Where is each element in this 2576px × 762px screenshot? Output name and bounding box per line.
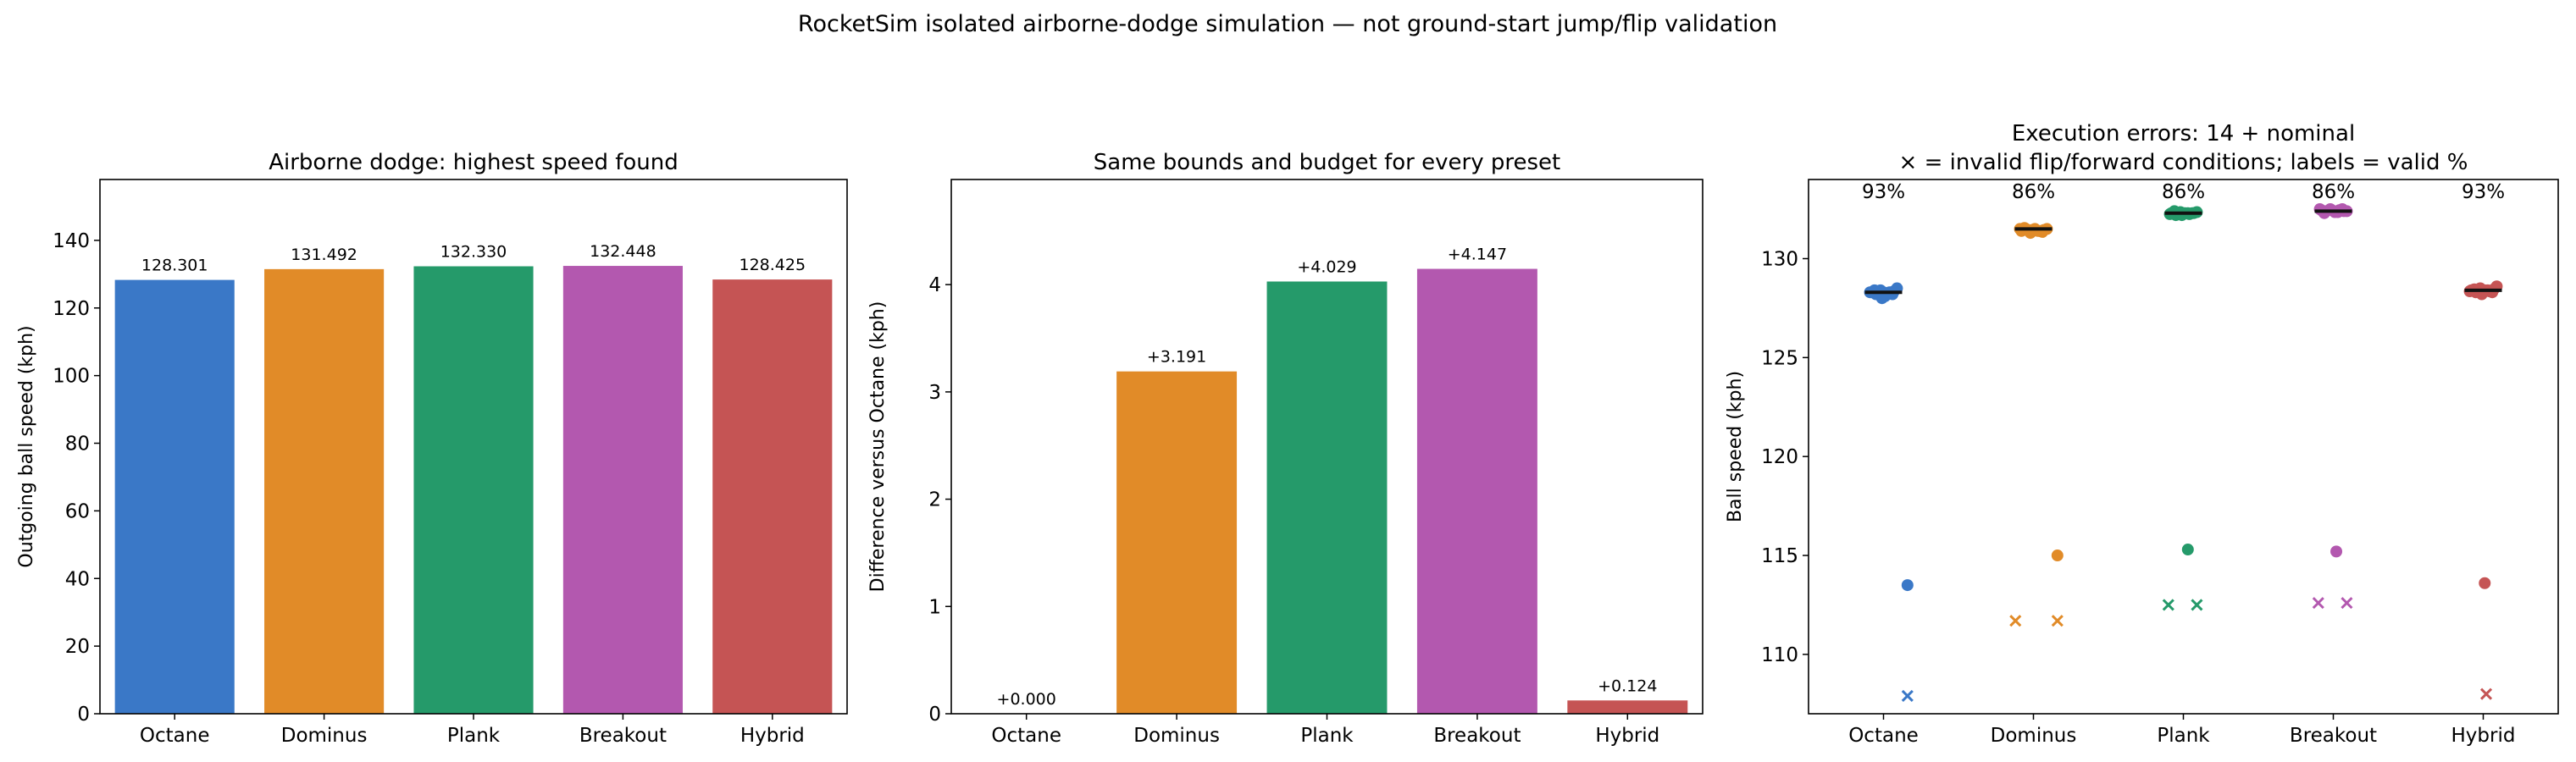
y-tick-label: 140 (53, 230, 90, 252)
bar-dominus (264, 268, 385, 714)
bar-hybrid (712, 279, 833, 715)
y-tick-label: 0 (77, 704, 90, 726)
x-tick-label: Plank (1300, 725, 1354, 747)
axes-title: Same bounds and budget for every preset (1094, 150, 1560, 175)
bar-value-label: +4.147 (1448, 246, 1507, 264)
y-tick-label: 130 (1761, 248, 1798, 270)
point-invalid (2191, 599, 2203, 611)
axes-title: × = invalid flip/forward conditions; lab… (1899, 150, 2468, 175)
valid-percent-label: 93% (1862, 181, 1905, 203)
y-tick-label: 125 (1761, 347, 1798, 369)
y-tick-label: 2 (928, 489, 941, 511)
axes-frame (1808, 179, 2559, 715)
y-tick-label: 100 (53, 366, 90, 388)
y-tick-label: 80 (65, 433, 90, 456)
point-valid (2313, 203, 2326, 216)
y-tick-label: 60 (65, 500, 90, 522)
point-valid (2330, 545, 2343, 558)
y-tick-label: 120 (53, 298, 90, 320)
y-tick-label: 20 (65, 636, 90, 658)
panel-best-speed: Airborne dodge: highest speed found Outgo… (16, 150, 848, 747)
x-tick-label: Octane (140, 725, 210, 747)
point-valid (2051, 549, 2064, 562)
x-tick-label: Dominus (281, 725, 368, 747)
figure-suptitle: RocketSim isolated airborne-dodge simula… (798, 11, 1777, 37)
bar-hybrid (1567, 700, 1688, 714)
point-invalid (1901, 689, 1914, 703)
y-axis-label: Ball speed (kph) (1725, 371, 1746, 522)
bar-octane (114, 279, 235, 714)
y-tick-label: 4 (928, 274, 941, 296)
bar-breakout (562, 266, 683, 714)
point-invalid (2312, 597, 2324, 610)
point-valid (2181, 544, 2194, 556)
x-tick-label: Breakout (1433, 725, 1521, 747)
x-tick-label: Plank (2157, 725, 2210, 747)
point-invalid (2051, 615, 2064, 627)
x-tick-label: Hybrid (2451, 725, 2516, 747)
x-tick-label: Breakout (579, 725, 667, 747)
axes-title: Execution errors: 14 + nominal (2012, 121, 2355, 146)
y-tick-label: 120 (1761, 446, 1798, 468)
point-valid (1901, 579, 1914, 592)
y-axis-label: Outgoing ball speed (kph) (16, 325, 37, 567)
bar-plank (413, 266, 534, 714)
y-tick-label: 110 (1761, 644, 1798, 666)
x-tick-label: Hybrid (1595, 725, 1659, 747)
bar-value-label: 132.330 (440, 243, 507, 262)
valid-percent-label: 93% (2462, 181, 2505, 203)
axes-frame (99, 179, 848, 715)
y-axis-label: Difference versus Octane (kph) (867, 301, 889, 593)
point-invalid (2479, 687, 2493, 700)
x-tick-label: Hybrid (740, 725, 805, 747)
point-valid (2479, 577, 2491, 589)
bar-value-label: +3.191 (1147, 348, 1206, 367)
axes-frame (950, 179, 1703, 715)
valid-percent-label: 86% (2012, 181, 2055, 203)
bar-value-label: +4.029 (1297, 257, 1356, 276)
bar-value-label: 128.425 (740, 256, 806, 274)
bar-plank (1266, 281, 1388, 714)
point-invalid (2341, 597, 2353, 610)
y-tick-label: 1 (928, 596, 941, 618)
point-invalid (2009, 615, 2022, 627)
x-tick-label: Breakout (2290, 725, 2377, 747)
y-tick-label: 115 (1761, 545, 1798, 567)
x-tick-label: Plank (447, 725, 501, 747)
x-tick-label: Octane (991, 725, 1061, 747)
y-tick-label: 3 (928, 382, 941, 404)
bar-value-label: +0.124 (1598, 676, 1657, 695)
point-invalid (2162, 599, 2174, 611)
y-tick-label: 40 (65, 568, 90, 590)
bar-value-label: 131.492 (291, 246, 357, 264)
valid-percent-label: 86% (2312, 181, 2355, 203)
axes-title: Airborne dodge: highest speed found (269, 150, 679, 175)
x-tick-label: Octane (1848, 725, 1919, 747)
bar-breakout (1416, 268, 1537, 715)
bar-dominus (1116, 371, 1238, 714)
panel-difference-vs-octane: Same bounds and budget for every preset D… (867, 150, 1703, 747)
panel-execution-errors: Execution errors: 14 + nominal × = invali… (1725, 121, 2559, 747)
x-tick-label: Dominus (1991, 725, 2077, 747)
y-tick-label: 0 (928, 704, 941, 726)
x-tick-label: Dominus (1133, 725, 1220, 747)
bar-value-label: 132.448 (590, 242, 656, 261)
valid-percent-label: 86% (2162, 181, 2205, 203)
bar-value-label: 128.301 (141, 257, 208, 275)
bar-value-label: +0.000 (997, 690, 1056, 709)
